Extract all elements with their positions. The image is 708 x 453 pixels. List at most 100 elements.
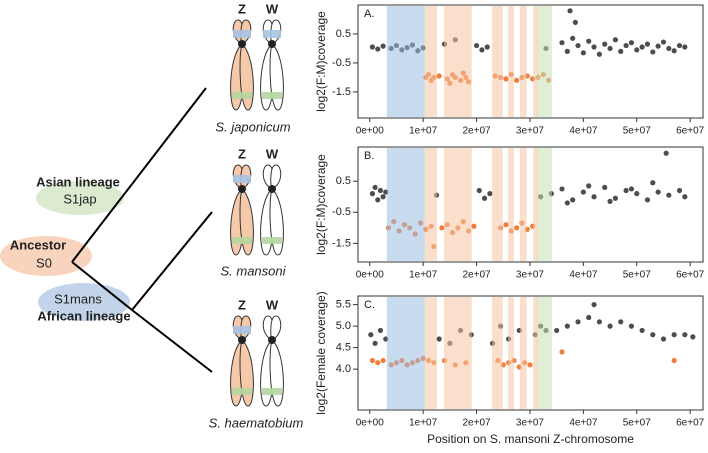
x-tick-label: 5e+07 <box>623 126 652 137</box>
data-point <box>570 197 576 203</box>
data-point <box>481 195 488 201</box>
y-tick-label: 4.5 <box>336 342 351 354</box>
chromosome-band <box>233 175 251 183</box>
data-point <box>514 77 520 83</box>
data-point <box>369 44 376 50</box>
x-tick-label: 3e+07 <box>516 126 545 137</box>
y-axis-label: log2(F:M)coverage <box>314 154 328 255</box>
x-tick-label: 4e+07 <box>569 126 598 137</box>
data-point <box>602 41 608 47</box>
data-point <box>372 340 378 346</box>
y-tick-label: -1.5 <box>332 86 351 98</box>
data-point <box>591 194 597 200</box>
chromosome-band <box>233 326 251 334</box>
data-point <box>487 191 493 197</box>
data-point <box>559 349 565 355</box>
region-band <box>386 148 425 261</box>
x-tick-label: 0e+00 <box>356 270 385 281</box>
x-tick-label: 4e+07 <box>569 418 598 429</box>
chromosome-band <box>232 92 252 99</box>
data-point <box>607 45 613 52</box>
data-point <box>676 42 683 49</box>
data-point <box>639 327 645 334</box>
data-point <box>655 43 661 49</box>
y-tick-label: 0.5 <box>336 175 351 187</box>
x-tick-label: 2e+07 <box>463 270 492 281</box>
data-point <box>380 357 386 364</box>
data-point <box>476 187 482 194</box>
data-point <box>607 323 613 329</box>
data-point <box>503 76 509 82</box>
y-axis-label: log2(F:M)coverage <box>314 11 328 112</box>
data-point <box>623 42 629 49</box>
data-point <box>439 225 445 231</box>
y-tick-label: -0.5 <box>332 206 351 218</box>
region-band <box>519 148 527 261</box>
species-name: S. haematobium <box>209 415 304 430</box>
region-band <box>492 6 503 117</box>
region-band <box>492 297 503 409</box>
region-band <box>536 6 552 117</box>
lineage-bubble <box>36 181 124 215</box>
data-point <box>634 191 640 197</box>
chromosome-band <box>262 92 282 99</box>
data-point <box>586 314 592 321</box>
centromere <box>238 40 246 48</box>
x-tick-label: 6e+07 <box>676 126 705 137</box>
region-band <box>536 297 552 409</box>
data-point <box>586 183 592 189</box>
chromosome-label: Z <box>238 297 246 312</box>
data-point <box>639 44 645 50</box>
data-point <box>586 38 592 44</box>
chromosome-label: W <box>266 297 279 312</box>
data-point <box>375 46 381 52</box>
lineage-bubble <box>38 283 130 321</box>
chromosome-band <box>232 388 252 395</box>
plot-frame <box>357 295 704 411</box>
chromosome-band <box>233 30 251 38</box>
x-tick-label: 3e+07 <box>516 418 545 429</box>
chromosome-band <box>232 237 252 244</box>
region-band <box>519 297 527 409</box>
data-point <box>655 189 661 195</box>
x-tick-label: 5e+07 <box>623 418 652 429</box>
species-name: S. mansoni <box>220 263 286 278</box>
lineage-bubble <box>0 236 92 276</box>
x-tick-label: 5e+07 <box>623 270 652 281</box>
data-point <box>671 357 677 364</box>
lineage-name: Ancestor <box>10 237 66 252</box>
chromosomes: Z W Z W Z W <box>230 1 284 407</box>
panel-label: B. <box>364 150 374 162</box>
region-band <box>508 148 514 261</box>
data-point <box>377 187 384 194</box>
data-point <box>375 360 381 366</box>
data-point <box>479 47 485 53</box>
data-point <box>690 334 696 340</box>
lineage-code: S1mans <box>54 291 102 306</box>
data-point <box>623 187 629 194</box>
data-point <box>628 40 635 46</box>
data-point <box>628 186 635 192</box>
data-point <box>676 187 683 194</box>
data-point <box>634 47 640 53</box>
species-name: S. japonicum <box>215 119 290 134</box>
data-point <box>660 39 667 45</box>
data-point <box>570 35 576 41</box>
region-band <box>424 6 438 117</box>
data-point <box>671 332 677 338</box>
data-point <box>618 319 624 325</box>
data-point <box>660 336 667 342</box>
data-point <box>607 198 613 204</box>
y-tick-label: 5.0 <box>336 320 351 332</box>
x-tick-label: 0e+00 <box>356 126 385 137</box>
data-point <box>612 37 619 43</box>
region-band <box>386 6 425 117</box>
tree <box>71 87 213 373</box>
region-band <box>492 148 503 261</box>
data-point <box>559 186 565 192</box>
data-point <box>671 48 677 54</box>
data-point <box>596 319 602 325</box>
data-point <box>564 200 570 206</box>
centromere <box>268 185 276 193</box>
